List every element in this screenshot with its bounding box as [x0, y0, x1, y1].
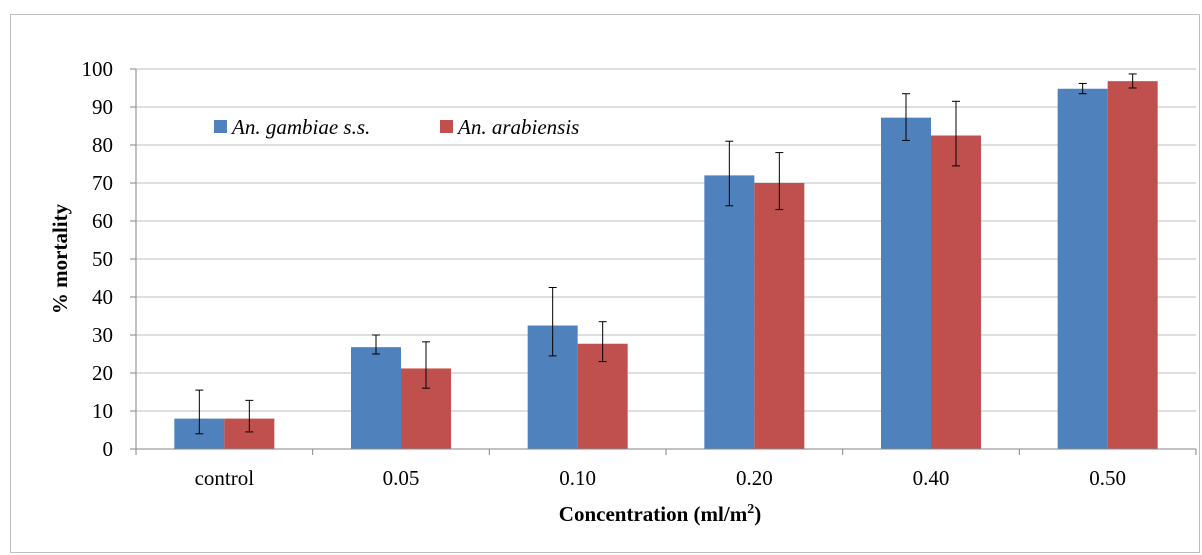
x-axis-title: Concentration (ml/m2) — [559, 502, 761, 526]
y-tick-label: 40 — [92, 285, 113, 309]
x-tick-label: 0.50 — [1089, 466, 1126, 490]
y-tick-label: 10 — [92, 399, 113, 423]
y-tick-label: 70 — [92, 171, 113, 195]
x-axis-title-suffix: ) — [754, 502, 761, 526]
y-tick-label: 90 — [92, 95, 113, 119]
x-tick-label: 0.40 — [913, 466, 950, 490]
bar-arabiensis-0.20 — [754, 183, 805, 449]
y-tick-label: 0 — [103, 437, 114, 461]
legend-label-gambiae: An. gambiae s.s. — [230, 115, 370, 139]
bar-gambiae-0.05 — [351, 347, 401, 449]
x-tick-labels: control 0.05 0.10 0.20 0.40 0.50 — [195, 466, 1126, 490]
x-tick-label: 0.05 — [383, 466, 420, 490]
y-tick-label: 30 — [92, 323, 113, 347]
x-tick-label: 0.10 — [559, 466, 596, 490]
error-bars — [195, 73, 1137, 435]
gridlines — [136, 68, 1196, 412]
x-axis-title-superscript: 2 — [747, 502, 754, 517]
bar-gambiae-0.50 — [1057, 88, 1108, 449]
x-tick-label: 0.20 — [736, 466, 773, 490]
y-tick-labels: 0 10 20 30 40 50 60 70 80 90 100 — [82, 57, 114, 461]
y-tick-label: 20 — [92, 361, 113, 385]
y-axis-title: % mortality — [48, 203, 72, 314]
y-tick-label: 80 — [92, 133, 113, 157]
legend: An. gambiae s.s. An. arabiensis — [214, 115, 579, 139]
y-tick-label: 100 — [82, 57, 114, 81]
bar-gambiae-0.20 — [704, 175, 755, 449]
chart-frame — [10, 14, 1200, 553]
legend-swatch-arabiensis — [440, 120, 453, 133]
bar-gambiae-0.40 — [881, 117, 931, 449]
y-tick-label: 60 — [92, 209, 113, 233]
axes — [130, 68, 1197, 455]
y-tick-label: 50 — [92, 247, 113, 271]
legend-swatch-gambiae — [214, 120, 227, 133]
bar-arabiensis-0.50 — [1107, 81, 1158, 449]
x-axis-title-main: Concentration (ml/m — [559, 502, 748, 526]
legend-label-arabiensis: An. arabiensis — [456, 115, 579, 139]
bar-arabiensis-0.40 — [931, 135, 981, 449]
x-tick-label: control — [195, 466, 255, 490]
